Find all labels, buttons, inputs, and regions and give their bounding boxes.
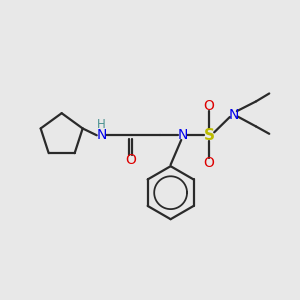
Text: O: O [203,99,214,113]
Text: H: H [97,118,106,130]
Text: N: N [177,128,188,142]
Text: N: N [229,108,239,122]
Text: O: O [203,156,214,170]
Text: N: N [96,128,106,142]
Text: O: O [125,153,136,167]
Text: S: S [203,128,214,143]
